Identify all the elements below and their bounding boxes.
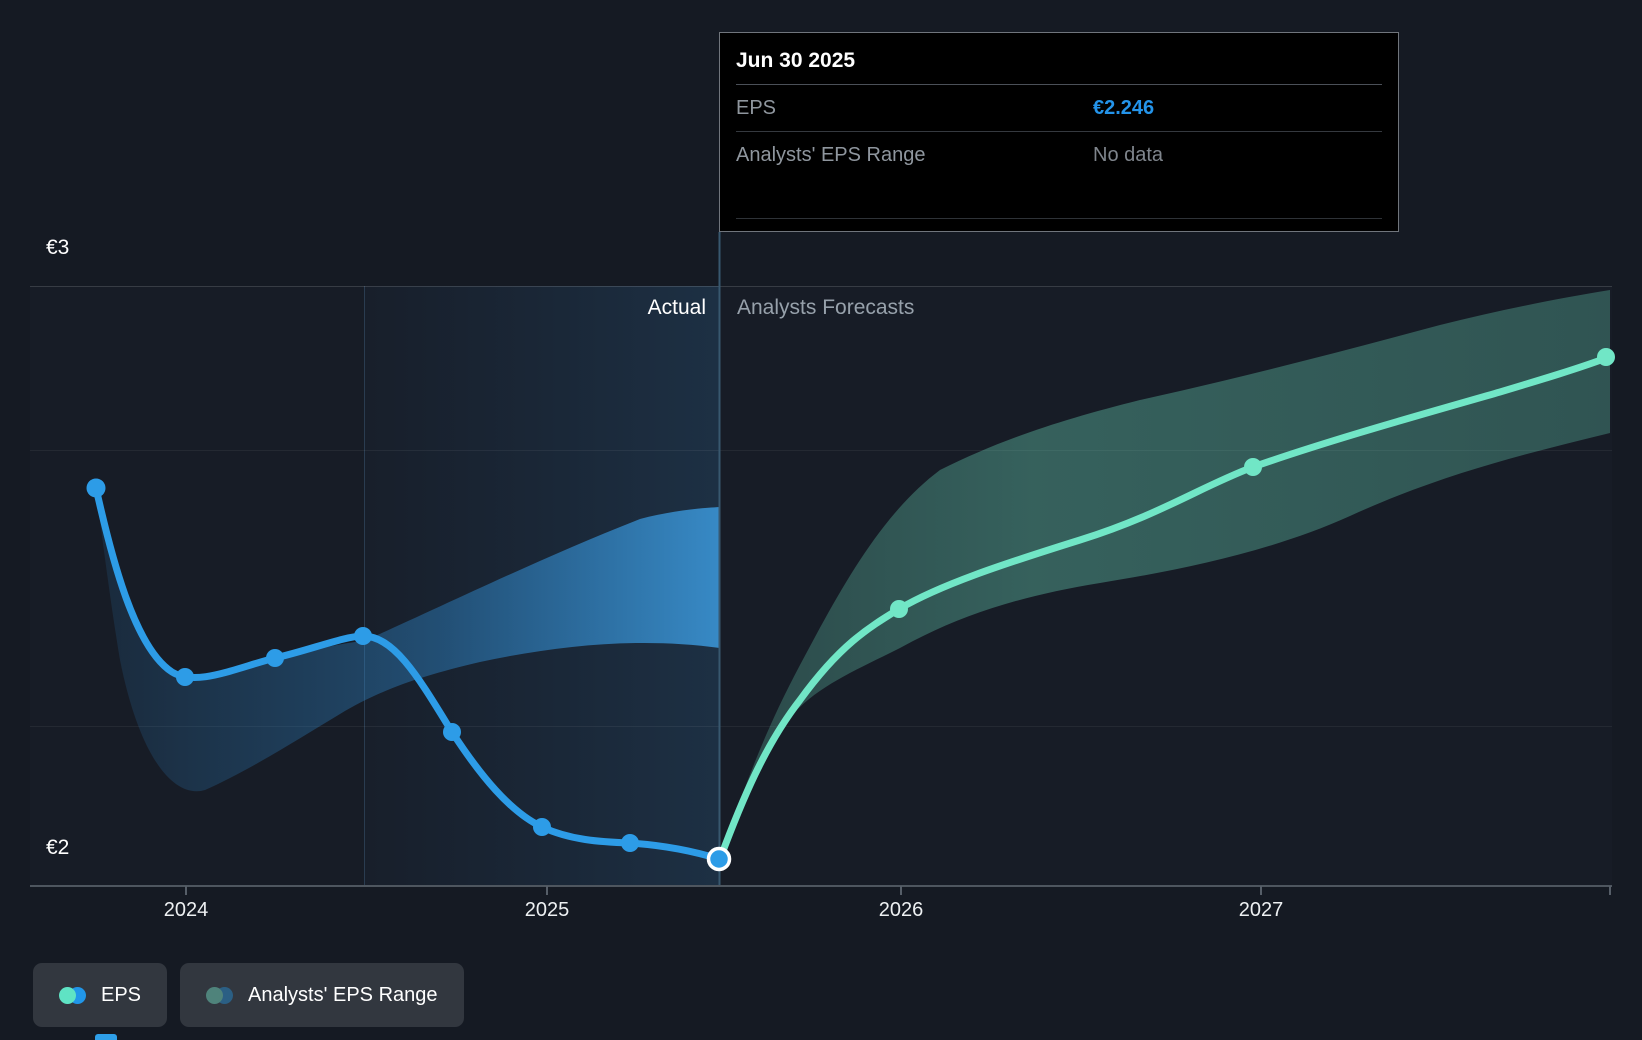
tooltip-range-label: Analysts' EPS Range bbox=[736, 143, 926, 166]
tooltip-row-range: Analysts' EPS Range No data bbox=[736, 132, 1382, 178]
eps-forecast-point[interactable] bbox=[1244, 458, 1262, 476]
eps-actual-point[interactable] bbox=[354, 627, 372, 645]
eps-forecast-line bbox=[716, 353, 1613, 863]
actual-zone-label: Actual bbox=[647, 296, 706, 319]
tooltip-range-value: No data bbox=[1093, 143, 1164, 166]
x-axis-ticks bbox=[185, 886, 1611, 895]
eps-actual-line bbox=[92, 484, 723, 863]
tooltip-row-eps: EPS €2.246 bbox=[736, 85, 1382, 132]
eps-actual-point[interactable] bbox=[533, 818, 551, 836]
tooltip-divider bbox=[736, 84, 1382, 85]
y-axis-label-2: €2 bbox=[46, 836, 70, 859]
hovered-point[interactable] bbox=[706, 846, 732, 872]
x-axis-label-2027: 2027 bbox=[1238, 899, 1284, 921]
x-axis-label-2026: 2026 bbox=[878, 899, 924, 921]
forecast-zone-label: Analysts Forecasts bbox=[737, 296, 915, 319]
legend-chip-eps[interactable]: EPS bbox=[33, 963, 168, 1027]
x-axis-label-2025: 2025 bbox=[524, 899, 570, 921]
analysts-range-band-forecast bbox=[720, 290, 1610, 859]
legend-eps-label: EPS bbox=[101, 983, 142, 1006]
eps-actual-point[interactable] bbox=[86, 478, 106, 498]
eps-actual-point[interactable] bbox=[443, 723, 461, 741]
x-axis-label-2024: 2024 bbox=[163, 899, 209, 921]
legend-range-label: Analysts' EPS Range bbox=[248, 983, 438, 1006]
tooltip: Jun 30 2025 EPS €2.246 Analysts' EPS Ran… bbox=[719, 32, 1399, 232]
legend-chip-analysts-range[interactable]: Analysts' EPS Range bbox=[180, 963, 464, 1027]
eps-actual-point[interactable] bbox=[176, 668, 194, 686]
tooltip-eps-label: EPS bbox=[736, 96, 777, 119]
tooltip-eps-value: €2.246 bbox=[1093, 96, 1155, 119]
tooltip-date: Jun 30 2025 bbox=[736, 49, 856, 72]
analysts-range-band-actual bbox=[96, 490, 720, 792]
muted-teal-dot-icon bbox=[206, 986, 224, 1004]
eps-actual-point[interactable] bbox=[621, 834, 639, 852]
eps-forecast-points bbox=[890, 348, 1615, 618]
eps-forecast-point[interactable] bbox=[890, 600, 908, 618]
teal-dot-icon bbox=[59, 986, 76, 1004]
range-series-icon bbox=[206, 986, 234, 1004]
eps-actual-points bbox=[86, 478, 639, 852]
legend: EPS Analysts' EPS Range bbox=[33, 963, 464, 1027]
tooltip-bottom-divider bbox=[736, 218, 1382, 219]
eps-actual-point[interactable] bbox=[266, 649, 284, 667]
y-axis-label-3: €3 bbox=[46, 236, 70, 259]
eps-forecast-point[interactable] bbox=[1597, 348, 1615, 366]
eps-series-icon bbox=[59, 986, 86, 1004]
partially-visible-element bbox=[95, 1034, 117, 1040]
